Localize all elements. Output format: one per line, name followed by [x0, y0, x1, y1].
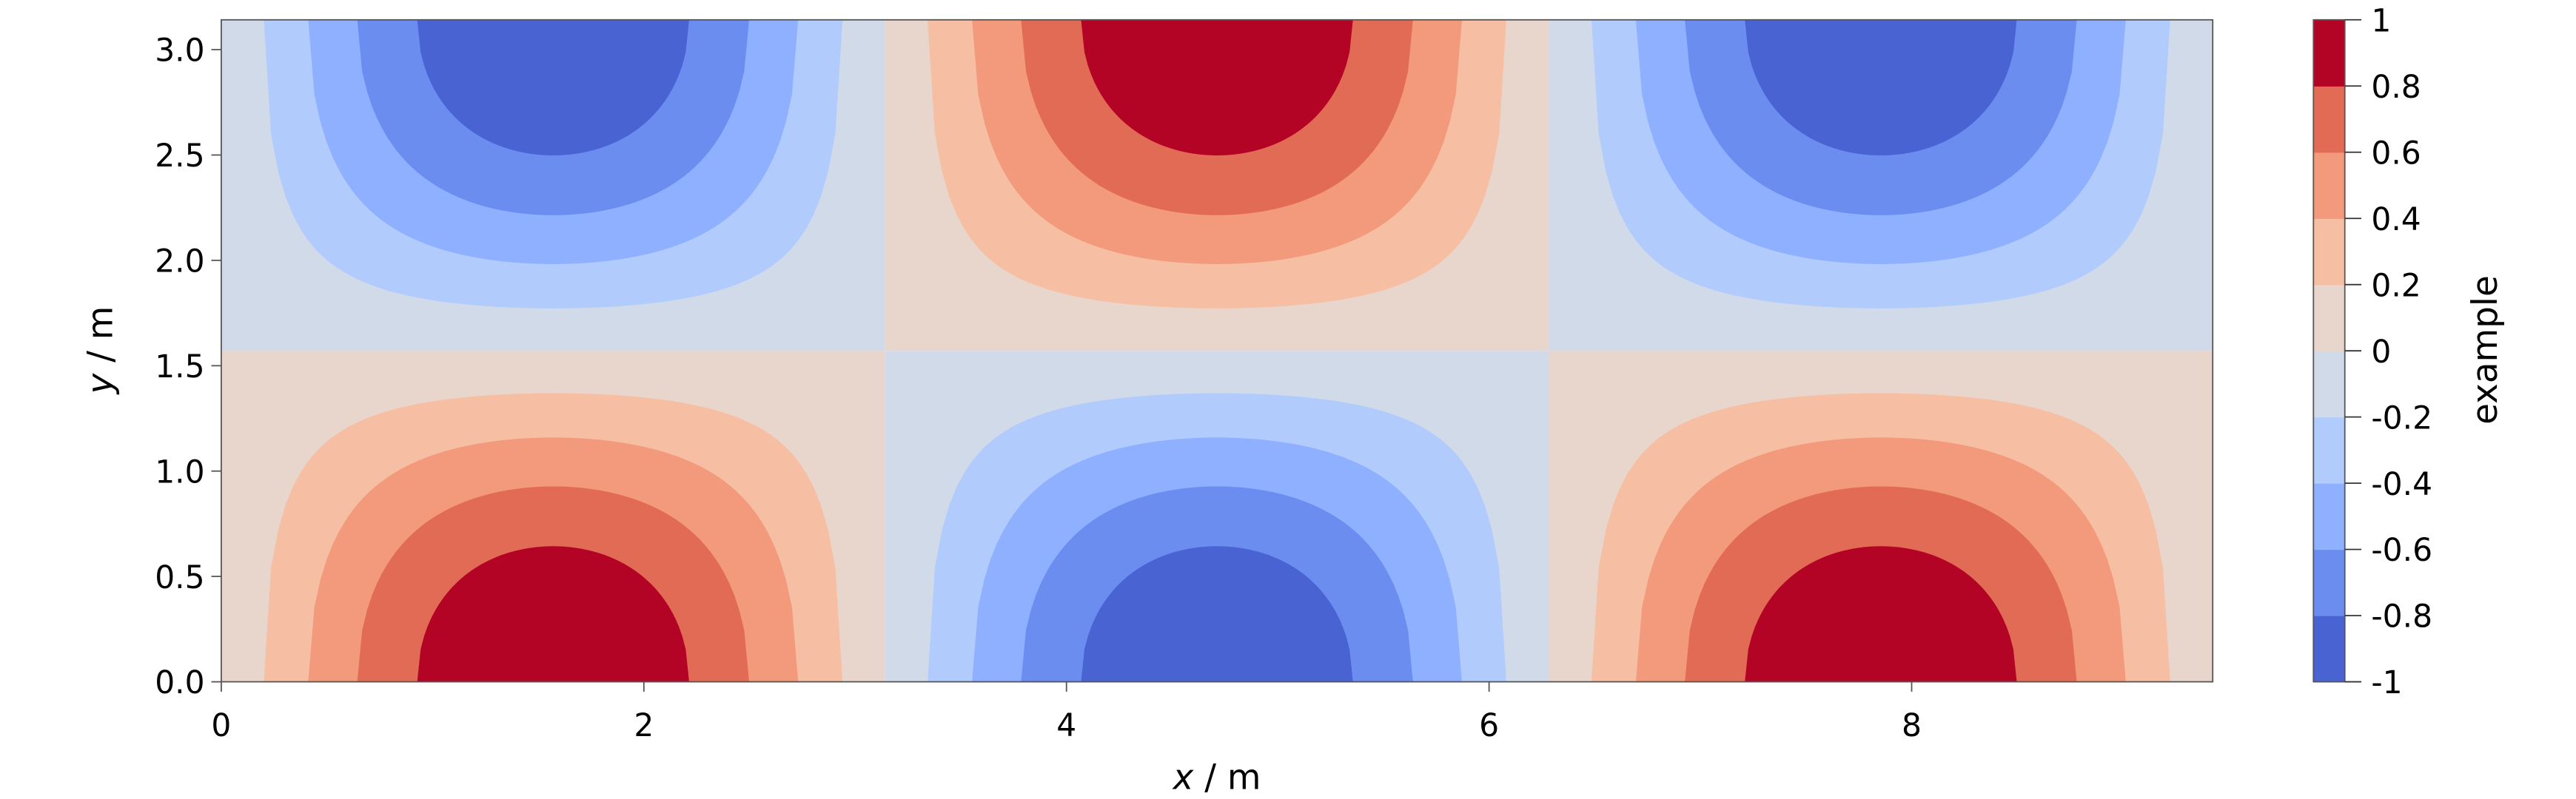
- colorbar-tick-label: 0: [2371, 334, 2391, 370]
- colorbar-segment: [2313, 19, 2345, 87]
- x-tick-label: 0: [211, 707, 231, 744]
- plot-frame: [221, 18, 2214, 683]
- colorbar-tick-label: 1: [2371, 2, 2391, 38]
- x-tick-label: 6: [1479, 707, 1499, 744]
- colorbar-tick-label: 0.2: [2371, 267, 2421, 303]
- colorbar-segment: [2313, 152, 2345, 219]
- colorbar-tick-label: 0.4: [2371, 201, 2421, 237]
- contour-band: [1745, 546, 2017, 682]
- x-tick-label: 4: [1056, 707, 1076, 744]
- colorbar-tick-label: -0.2: [2371, 400, 2432, 436]
- y-axis: 0.0 0.5 1.0 1.5 2.0 2.5 3.0: [155, 33, 221, 701]
- y-tick-label: 2.5: [155, 138, 204, 174]
- y-tick-label: 0.0: [155, 664, 204, 701]
- y-axis-label: y / m: [81, 306, 121, 396]
- colorbar-segment: [2313, 483, 2345, 550]
- colorbar-tick-label: -1: [2371, 664, 2402, 701]
- colorbar-tick-label: 0.8: [2371, 69, 2421, 105]
- plot-area: [221, 19, 2213, 682]
- contour-band: [417, 546, 689, 682]
- x-tick-label: 2: [634, 707, 654, 744]
- y-tick-label: 2.0: [155, 243, 204, 280]
- colorbar-tick-label: -0.6: [2371, 532, 2432, 568]
- colorbar-label: example: [2466, 275, 2506, 425]
- colorbar-segment: [2313, 417, 2345, 484]
- y-tick-label: 3.0: [155, 33, 204, 69]
- contour-band: [1745, 19, 2017, 156]
- x-axis: 0 2 4 6 8: [211, 681, 1922, 744]
- contour-band: [1081, 19, 1353, 156]
- colorbar-segment: [2313, 616, 2345, 683]
- x-tick-label: 8: [1902, 707, 1922, 744]
- contour-band: [1081, 546, 1353, 682]
- colorbar-segment: [2313, 218, 2345, 286]
- colorbar: 1 0.8 0.6 0.4 0.2 0 -0.2 -0.4 -0.6 -0.8 -1: [2312, 2, 2432, 701]
- colorbar-tick-label: -0.8: [2371, 599, 2432, 635]
- y-tick-label: 1.0: [155, 454, 204, 490]
- colorbar-segment: [2313, 284, 2345, 351]
- colorbar-segment: [2313, 351, 2345, 418]
- colorbar-tick-label: 0.6: [2371, 135, 2421, 171]
- y-tick-label: 0.5: [155, 559, 204, 596]
- colorbar-segment: [2313, 86, 2345, 153]
- contour-band: [417, 19, 689, 156]
- colorbar-tick-label: -0.4: [2371, 466, 2432, 502]
- y-tick-label: 1.5: [155, 348, 204, 385]
- colorbar-segment: [2313, 549, 2345, 616]
- x-axis-label: x / m: [1172, 758, 1261, 798]
